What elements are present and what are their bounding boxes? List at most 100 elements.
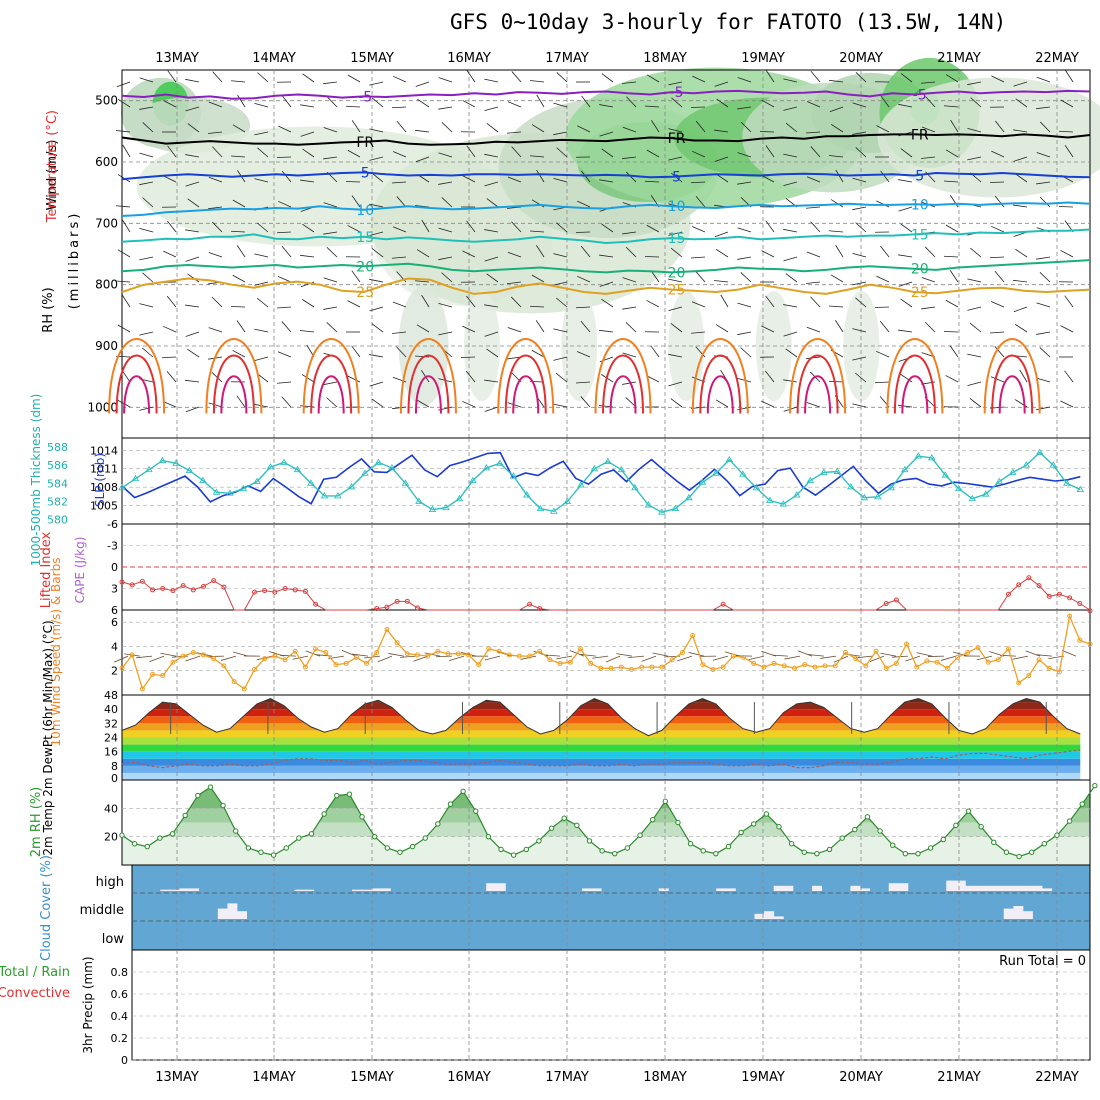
wind-barb: [167, 220, 177, 233]
rh-point: [915, 850, 921, 857]
lifted-index-point: [160, 586, 166, 591]
cloud-high-block: [160, 889, 171, 891]
cloud-level-high: high: [96, 875, 124, 890]
wind-barb: [994, 271, 1005, 283]
rh-point: [498, 846, 504, 853]
wind-barb: [945, 149, 959, 158]
thickness-point: [644, 501, 653, 508]
wind-barb: [622, 231, 637, 235]
thickness-point: [145, 465, 153, 473]
wind10m-barb: [820, 655, 837, 659]
wind-barb: [326, 96, 338, 108]
wind-barb: [829, 79, 844, 83]
lifted-index-point: [302, 588, 308, 594]
wind-speed-point: [1056, 669, 1062, 675]
thickness-point: [442, 503, 450, 511]
wind-barb: [577, 275, 591, 283]
wind-barb: [1015, 98, 1028, 108]
thickness-point: [523, 491, 531, 498]
thickness-point: [266, 463, 275, 470]
axis-label-rh: RH (%): [41, 287, 56, 332]
wind-barb: [142, 272, 154, 283]
wind-speed-point: [547, 657, 553, 663]
wind-barb: [531, 274, 545, 283]
wind-barb: [208, 176, 223, 183]
wind-speed-point: [802, 662, 808, 668]
wind-barb: [599, 281, 614, 287]
lifted-index-point: [221, 584, 227, 590]
wind-barb: [880, 245, 890, 258]
wind-barb: [415, 129, 430, 133]
wind-barb: [466, 295, 476, 308]
wind-barb: [783, 228, 798, 233]
thickness-point: [1076, 485, 1085, 493]
thickness-point: [739, 470, 747, 477]
wind-barb: [950, 119, 959, 133]
wind-barb: [1036, 152, 1051, 158]
wind-barb: [810, 71, 821, 83]
thickness-point: [388, 463, 396, 471]
wind-barb: [625, 246, 637, 258]
wind-barb: [531, 124, 545, 133]
wind-barb: [671, 172, 683, 183]
wind-barb: [646, 149, 660, 158]
wind-barb: [715, 324, 729, 333]
wind-barb: [855, 222, 867, 233]
wind-barb: [1039, 196, 1051, 208]
surface-isotherm-loops: [108, 337, 1041, 414]
wind-speed-point: [211, 656, 217, 662]
wind-barb: [1015, 173, 1028, 183]
wind10m-barb: [113, 655, 129, 663]
date-label-top: 22MAY: [1035, 51, 1079, 66]
wind-barb: [484, 78, 499, 83]
cloud-high-block: [984, 885, 995, 891]
lifted-index-point: [313, 601, 319, 607]
rh-point: [902, 850, 909, 857]
wind-barb: [438, 256, 453, 261]
isotherm-loop: [302, 337, 360, 414]
wind10m-barb: [712, 655, 729, 661]
wind-barb: [484, 406, 499, 412]
wind-barb: [323, 306, 338, 310]
thickness-point: [307, 479, 315, 486]
wind-speed-point: [608, 665, 614, 671]
thickness-point: [833, 467, 842, 474]
wind-barb: [945, 375, 959, 383]
wind-barb: [438, 302, 453, 308]
wind-barb: [855, 71, 867, 83]
wind-barb: [167, 70, 177, 83]
cloud-high-block: [965, 885, 976, 891]
wind-barb: [507, 101, 522, 108]
wind-barb: [438, 331, 453, 336]
wind-barb: [900, 298, 913, 308]
dewpoint-line: [121, 749, 1081, 769]
wind-barb: [1013, 81, 1028, 87]
thickness-point: [172, 459, 180, 466]
temp-color-bands: [122, 698, 1081, 780]
wind-barb: [577, 200, 591, 208]
wind-barb: [737, 302, 752, 308]
wind-barb: [967, 127, 982, 133]
isotherm-loop: [504, 354, 547, 414]
wind-barb: [783, 256, 798, 262]
rh-point: [195, 792, 201, 799]
precip-tick-label: 0.4: [111, 1010, 129, 1023]
rh-point: [1041, 841, 1048, 847]
date-label-bottom: 20MAY: [839, 1070, 883, 1085]
wind-barb: [668, 156, 683, 161]
isotherm-loop: [497, 337, 555, 414]
wind-speed-point: [730, 653, 736, 659]
rh-point: [839, 835, 845, 841]
wind-barb: [507, 251, 522, 258]
wind-barb: [323, 231, 338, 235]
thickness-point: [118, 483, 126, 491]
wind-barb: [142, 197, 154, 208]
wind-barb: [208, 252, 223, 258]
rh-point: [346, 791, 353, 797]
wind-barb: [668, 278, 683, 283]
wind-barb: [441, 272, 453, 283]
wind-barb: [462, 175, 476, 183]
wind-barb: [556, 222, 568, 233]
wind-barb: [254, 281, 269, 286]
wind-speed-point: [465, 652, 471, 658]
